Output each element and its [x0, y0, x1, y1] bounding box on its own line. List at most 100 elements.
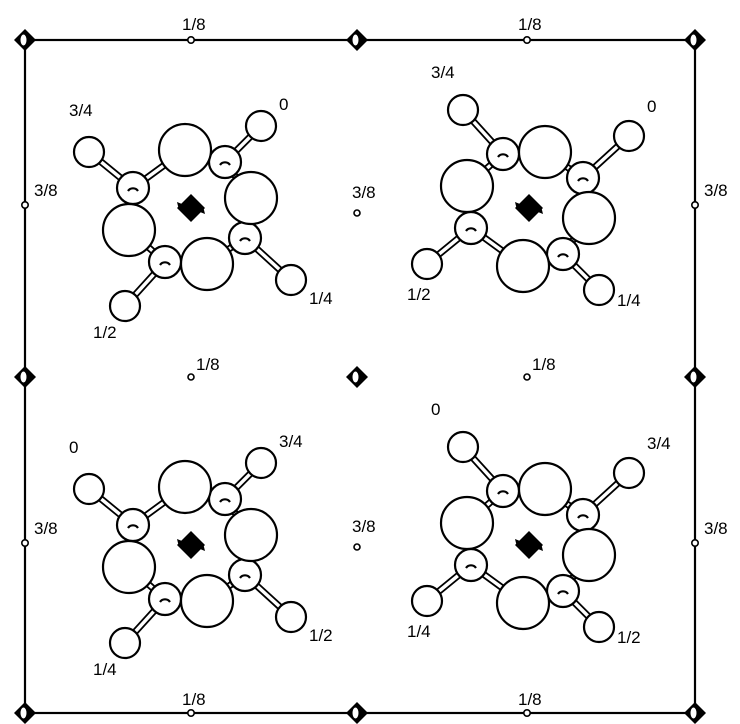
atom	[179, 236, 235, 292]
overlap-mark	[159, 598, 171, 603]
twofold-axis-symbol	[684, 29, 706, 51]
atom	[274, 600, 308, 634]
twofold-axis-symbol	[346, 366, 368, 388]
twofold-axis-symbol	[14, 366, 36, 388]
atom-height-label: 3/4	[431, 63, 455, 82]
atom-height-label: 0	[279, 95, 288, 114]
atom	[223, 507, 279, 563]
molecule	[410, 93, 646, 307]
overlap-mark	[577, 514, 589, 519]
molecules	[72, 93, 646, 660]
overlap-mark	[127, 187, 139, 192]
atom	[72, 472, 106, 506]
twofold-axis-symbol	[346, 29, 368, 51]
twofold-axis-symbol	[14, 702, 36, 724]
atom-height-label: 3/4	[647, 434, 671, 453]
atom-height-label: 1/2	[93, 323, 117, 342]
inversion-center-marker	[690, 538, 699, 547]
interior-label-center-lower: 3/8	[352, 517, 376, 536]
overlap-mark	[239, 574, 251, 579]
overlap-mark	[465, 564, 477, 569]
atom	[495, 575, 551, 631]
overlap-mark	[497, 153, 509, 158]
atom	[72, 135, 106, 169]
fourfold-inversion-axis-symbol	[177, 194, 205, 222]
overlap-mark	[219, 161, 231, 166]
edge-label-top-left: 1/8	[182, 15, 206, 34]
twofold-axis-symbol	[684, 366, 706, 388]
symmetry-elements	[14, 29, 706, 724]
atom	[561, 527, 617, 583]
molecule	[72, 109, 308, 323]
atom-height-label: 1/2	[617, 628, 641, 647]
inversion-center-marker	[522, 35, 531, 44]
interior-label-mid-right: 1/8	[532, 355, 556, 374]
inversion-center-marker	[187, 708, 196, 717]
overlap-mark	[219, 498, 231, 503]
atom-height-label: 3/4	[69, 101, 93, 120]
interior-label-mid-left: 1/8	[196, 355, 220, 374]
atom	[561, 190, 617, 246]
inversion-center-marker	[690, 201, 699, 210]
atom	[582, 273, 616, 307]
atom	[223, 170, 279, 226]
overlap-mark	[239, 237, 251, 242]
atom	[446, 93, 480, 127]
atom	[157, 459, 213, 515]
edge-label-bottom-right: 1/8	[518, 690, 542, 709]
overlap-mark	[127, 524, 139, 529]
atom	[439, 495, 495, 551]
overlap-mark	[159, 261, 171, 266]
atom-height-label: 1/4	[309, 289, 333, 308]
twofold-axis-symbol	[346, 702, 368, 724]
overlap-mark	[557, 253, 569, 258]
atom	[446, 430, 480, 464]
inversion-center-marker	[522, 708, 531, 717]
atom	[108, 289, 142, 323]
overlap-mark	[557, 590, 569, 595]
atom	[612, 119, 646, 153]
atom-height-label: 1/4	[407, 622, 431, 641]
fourfold-inversion-axis-symbol	[515, 194, 543, 222]
inversion-center-marker	[187, 373, 195, 381]
edge-label-bottom-left: 1/8	[182, 690, 206, 709]
edge-label-right-bottom: 3/8	[704, 519, 728, 538]
atom-height-label: 1/4	[93, 660, 117, 679]
inversion-center-marker	[20, 538, 29, 547]
overlap-mark	[577, 177, 589, 182]
atom	[244, 109, 278, 143]
interior-label-center-upper: 3/8	[352, 183, 376, 202]
atom-height-label: 1/2	[407, 285, 431, 304]
atom	[274, 263, 308, 297]
inversion-center-marker	[353, 209, 361, 217]
fourfold-inversion-axis-symbol	[177, 531, 205, 559]
molecule	[72, 446, 308, 660]
atom	[157, 122, 213, 178]
overlap-mark	[465, 227, 477, 232]
interior-labels: 3/8 3/8 1/8 1/8	[187, 183, 556, 551]
atom-height-label: 0	[69, 438, 78, 457]
atom-height-label: 0	[431, 400, 440, 419]
molecule	[410, 430, 646, 644]
atom-height-label: 1/4	[617, 291, 641, 310]
inversion-center-marker	[187, 35, 196, 44]
edge-label-top-right: 1/8	[518, 15, 542, 34]
molecule-height-labels: 3/4 0 1/4 1/2 1/2 1/4 0 3/4 0 3/4 1/2 1/4 1/4 1/2 3/4 0	[69, 63, 671, 679]
atom	[410, 247, 444, 281]
atom	[439, 158, 495, 214]
atom	[410, 584, 444, 618]
twofold-axis-symbol	[14, 29, 36, 51]
overlap-mark	[497, 490, 509, 495]
atom	[517, 124, 573, 180]
atom-height-label: 1/2	[309, 626, 333, 645]
atom	[101, 202, 157, 258]
atom	[179, 573, 235, 629]
cell-edge-labels: 1/8 1/8 1/8 1/8 3/8 3/8 3/8 3/8	[20, 15, 728, 717]
atom	[244, 446, 278, 480]
atom	[495, 238, 551, 294]
atom	[582, 610, 616, 644]
atom-height-label: 3/4	[279, 432, 303, 451]
atom	[101, 539, 157, 595]
twofold-axis-symbol	[684, 702, 706, 724]
